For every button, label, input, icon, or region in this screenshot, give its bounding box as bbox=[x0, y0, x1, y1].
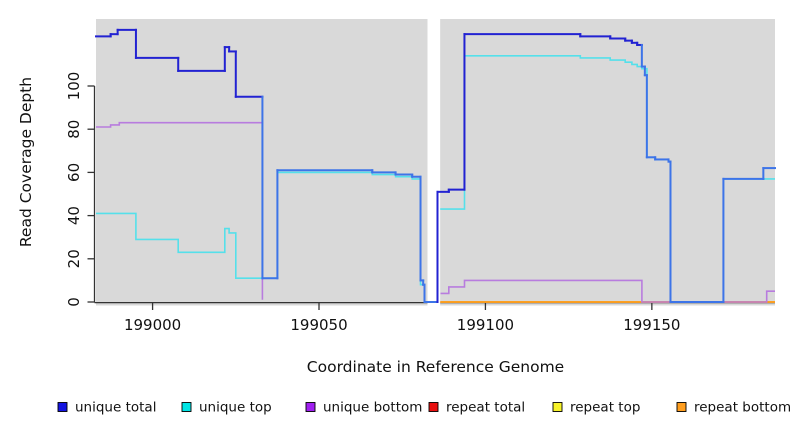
legend-swatch-repeat-bottom bbox=[676, 402, 687, 412]
legend-label: repeat bottom bbox=[694, 400, 791, 416]
y-tick-label: 80 bbox=[65, 120, 83, 139]
legend-label: unique bottom bbox=[323, 400, 422, 416]
y-tick-label: 0 bbox=[65, 297, 83, 307]
y-tick-label: 60 bbox=[65, 163, 83, 182]
legend-label: repeat top bbox=[570, 400, 640, 416]
legend-label: repeat total bbox=[446, 400, 525, 416]
x-tick-label: 199150 bbox=[623, 316, 680, 334]
y-tick-label: 100 bbox=[65, 72, 83, 101]
x-tick-label: 199050 bbox=[290, 316, 347, 334]
legend-label: unique top bbox=[199, 400, 272, 416]
legend-swatch-repeat-top bbox=[552, 402, 563, 412]
legend-item-unique-top: unique top bbox=[181, 400, 272, 416]
legend-swatch-unique-top bbox=[181, 402, 192, 412]
legend: unique total unique top unique bottom repea… bbox=[57, 400, 791, 416]
legend-item-unique-total: unique total bbox=[57, 400, 156, 416]
series-line-unique-total bbox=[95, 28, 776, 303]
x-tick-label: 199100 bbox=[457, 316, 514, 334]
legend-label: unique total bbox=[75, 400, 156, 416]
x-axis-title: Coordinate in Reference Genome bbox=[307, 358, 564, 376]
legend-swatch-repeat-total bbox=[428, 402, 439, 412]
legend-item-repeat-total: repeat total bbox=[428, 400, 525, 416]
x-tick-label: 199000 bbox=[124, 316, 181, 334]
legend-item-unique-bottom: unique bottom bbox=[305, 400, 422, 416]
y-tick-label: 40 bbox=[65, 206, 83, 225]
y-tick-label: 20 bbox=[65, 249, 83, 268]
legend-swatch-unique-total bbox=[57, 402, 68, 412]
legend-swatch-unique-bottom bbox=[305, 402, 316, 412]
legend-item-repeat-bottom: repeat bottom bbox=[676, 400, 791, 416]
legend-item-repeat-top: repeat top bbox=[552, 400, 640, 416]
y-axis-title: Read Coverage Depth bbox=[17, 77, 35, 247]
